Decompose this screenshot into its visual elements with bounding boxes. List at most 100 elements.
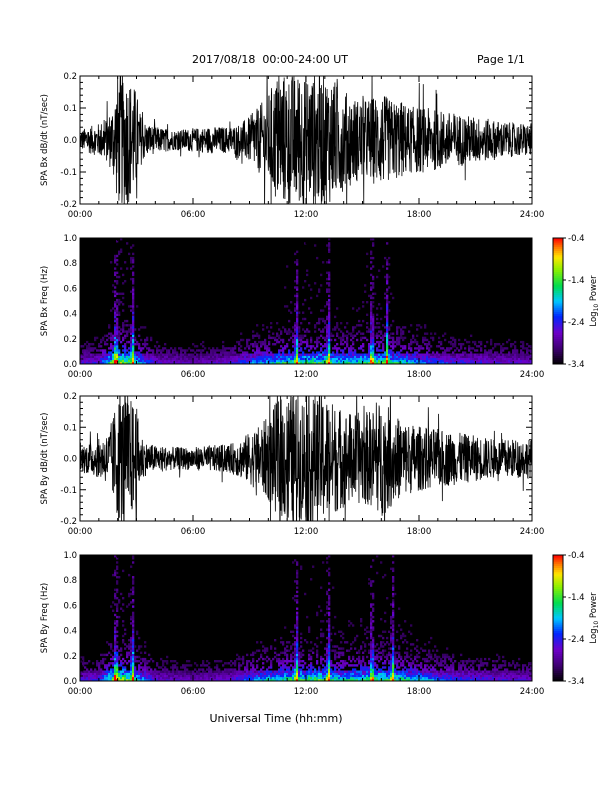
heatmap-cell — [142, 326, 145, 329]
heatmap-cell — [438, 353, 441, 356]
heatmap-cell — [370, 678, 373, 682]
heatmap-cell — [204, 676, 207, 680]
heatmap-cell — [122, 668, 125, 671]
heatmap-cell — [244, 670, 247, 673]
heatmap-cell — [462, 343, 465, 346]
heatmap-cell — [296, 315, 299, 319]
heatmap-cell — [294, 326, 297, 329]
heatmap-cell — [224, 668, 227, 671]
heatmap-cell — [302, 674, 305, 678]
heatmap-cell — [436, 361, 439, 365]
heatmap-cell — [284, 672, 287, 675]
heatmap-cell — [234, 678, 237, 682]
heatmap-cell — [446, 349, 449, 352]
heatmap-cell — [494, 355, 497, 358]
heatmap-cell — [388, 666, 391, 669]
heatmap-cell — [352, 678, 355, 682]
heatmap-cell — [140, 676, 143, 680]
heatmap-cell — [396, 651, 399, 654]
heatmap-cell — [230, 670, 233, 673]
heatmap-cell — [154, 353, 157, 356]
heatmap-cell — [186, 678, 189, 682]
heatmap-cell — [262, 324, 265, 327]
heatmap-cell — [436, 357, 439, 361]
heatmap-cell — [372, 284, 375, 287]
heatmap-cell — [198, 678, 201, 682]
heatmap-cell — [178, 359, 181, 363]
heatmap-cell — [320, 632, 323, 636]
heatmap-cell — [164, 678, 167, 682]
heatmap-cell — [116, 351, 119, 354]
heatmap-cell — [416, 347, 419, 350]
heatmap-cell — [354, 361, 357, 365]
heatmap-cell — [290, 311, 293, 314]
heatmap-cell — [350, 359, 353, 363]
heatmap-cell — [328, 599, 331, 602]
heatmap-cell — [372, 651, 375, 654]
heatmap-cell — [392, 592, 395, 596]
heatmap-cell — [320, 355, 323, 358]
heatmap-cell — [392, 647, 395, 650]
heatmap-cell — [296, 305, 299, 308]
heatmap-cell — [282, 349, 285, 352]
heatmap-cell — [296, 630, 299, 633]
heatmap-cell — [300, 343, 303, 346]
heatmap-cell — [326, 662, 329, 665]
heatmap-cell — [328, 573, 331, 577]
heatmap-cell — [330, 357, 333, 361]
heatmap-cell — [130, 267, 133, 270]
heatmap-cell — [370, 592, 373, 596]
heatmap-cell — [442, 334, 445, 337]
heatmap-cell — [138, 334, 141, 337]
heatmap-cell — [286, 662, 289, 665]
heatmap-cell — [92, 349, 95, 352]
heatmap-cell — [390, 662, 393, 665]
heatmap-cell — [382, 343, 385, 346]
heatmap-cell — [432, 351, 435, 354]
heatmap-cell — [144, 660, 147, 663]
heatmap-cell — [300, 340, 303, 344]
heatmap-cell — [290, 657, 293, 661]
heatmap-cell — [118, 649, 121, 652]
heatmap-cell — [340, 340, 343, 344]
heatmap-cell — [438, 676, 441, 680]
heatmap-cell — [456, 357, 459, 361]
heatmap-cell — [158, 361, 161, 365]
heatmap-cell — [86, 353, 89, 356]
heatmap-cell — [424, 649, 427, 652]
heatmap-cell — [386, 670, 389, 673]
heatmap-cell — [382, 672, 385, 675]
heatmap-cell — [350, 347, 353, 350]
heatmap-cell — [112, 307, 115, 310]
heatmap-cell — [134, 670, 137, 673]
heatmap-cell — [90, 676, 93, 680]
heatmap-cell — [272, 332, 275, 335]
heatmap-cell — [322, 678, 325, 682]
heatmap-cell — [366, 338, 369, 342]
heatmap-cell — [112, 674, 115, 678]
heatmap-cell — [274, 651, 277, 654]
heatmap-cell — [376, 355, 379, 358]
heatmap-cell — [224, 355, 227, 358]
heatmap-cell — [522, 355, 525, 358]
heatmap-cell — [114, 338, 117, 342]
heatmap-cell — [426, 338, 429, 342]
heatmap-cell — [380, 353, 383, 356]
heatmap-cell — [366, 668, 369, 671]
heatmap-cell — [424, 674, 427, 678]
heatmap-cell — [130, 657, 133, 661]
heatmap-cell — [300, 349, 303, 352]
heatmap-cell — [370, 632, 373, 636]
heatmap-cell — [338, 336, 341, 340]
heatmap-cell — [134, 645, 137, 648]
heatmap-cell — [326, 315, 329, 319]
heatmap-cell — [114, 653, 117, 657]
heatmap-cell — [302, 676, 305, 680]
heatmap-cell — [294, 636, 297, 640]
heatmap-cell — [330, 361, 333, 365]
heatmap-cell — [128, 357, 131, 361]
heatmap-cell — [274, 647, 277, 650]
heatmap-cell — [102, 353, 105, 356]
heatmap-cell — [254, 674, 257, 678]
heatmap-cell — [174, 676, 177, 680]
